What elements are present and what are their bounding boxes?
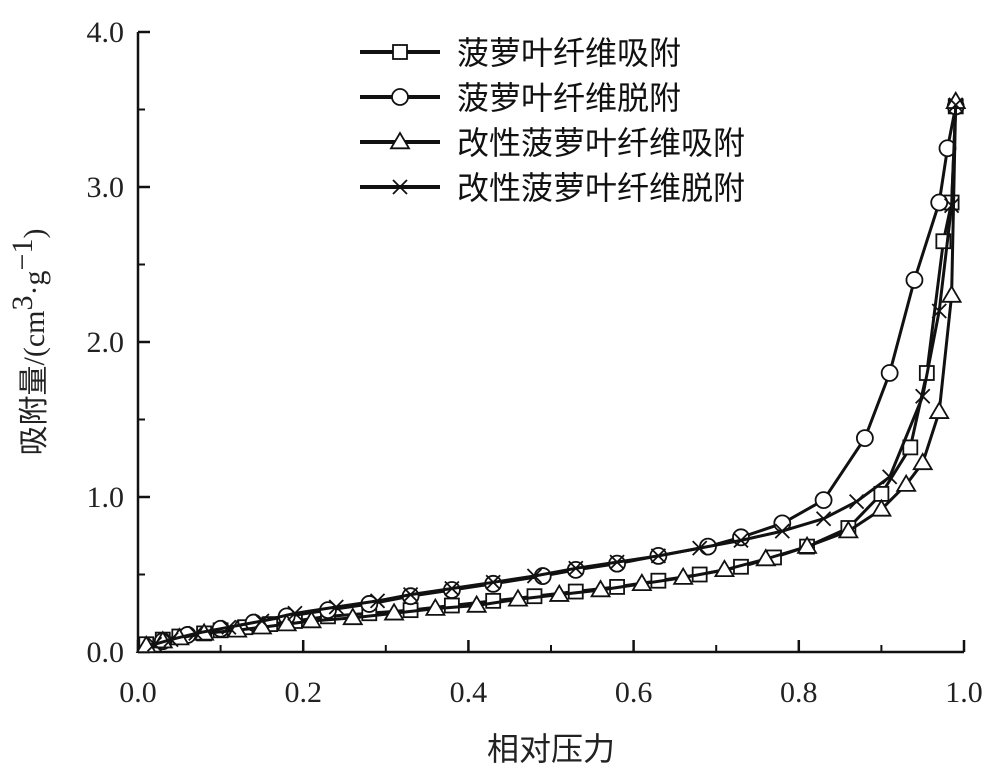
axis-ticks: 0.0 0.2 0.4 0.6 0.8 1.0 0.0 1.0 2.0 3.0 4.0 <box>87 16 983 709</box>
y-tick-label: 2.0 <box>87 326 125 359</box>
legend-marker <box>389 131 411 150</box>
data-point <box>931 303 947 319</box>
data-point <box>941 284 963 303</box>
data-point <box>369 593 386 609</box>
data-point <box>855 429 874 448</box>
data-point <box>254 613 270 629</box>
data-point <box>568 560 584 576</box>
data-point <box>631 573 653 591</box>
data-point <box>902 439 919 456</box>
data-point <box>226 619 248 638</box>
x-tick-label: 1.0 <box>945 676 983 709</box>
data-point <box>948 97 964 113</box>
x-axis-title: 相对压力 <box>487 730 615 768</box>
data-point <box>905 271 924 289</box>
data-point <box>870 498 892 517</box>
y-axis-title-unit-suffix: ) <box>18 229 51 239</box>
y-axis-title-unit-prefix: /(cm <box>18 310 51 365</box>
legend-marker <box>392 179 408 195</box>
data-point <box>402 587 419 603</box>
legend-entry: 改性菠萝叶纤维吸附 <box>360 124 745 162</box>
x-tick-label: 0.0 <box>119 676 157 709</box>
data-point <box>507 588 529 607</box>
legend-marker <box>391 88 409 106</box>
legend-label: 改性菠萝叶纤维脱附 <box>457 169 745 207</box>
data-point <box>912 452 934 471</box>
data-point <box>276 613 298 632</box>
legend-marker <box>392 44 408 60</box>
legend-entry: 菠萝叶纤维吸附 <box>360 34 681 72</box>
data-point <box>755 548 777 567</box>
x-tick-label: 0.2 <box>284 676 322 709</box>
x-tick-label: 0.4 <box>450 676 488 709</box>
data-point <box>930 193 949 212</box>
y-tick-label: 1.0 <box>87 481 125 514</box>
data-point <box>300 610 323 629</box>
data-point <box>713 559 736 578</box>
data-point <box>342 607 364 626</box>
data-point <box>895 473 917 492</box>
series-layer <box>135 90 967 653</box>
data-point <box>444 580 460 597</box>
data-point <box>815 511 832 527</box>
y-tick-label: 0.0 <box>87 636 125 669</box>
data-point <box>328 599 344 615</box>
y-tick-label: 4.0 <box>87 16 125 49</box>
data-point <box>609 554 625 570</box>
data-point <box>848 494 865 510</box>
data-point <box>221 619 237 635</box>
data-point <box>837 520 859 539</box>
data-point <box>146 636 163 652</box>
data-point <box>424 597 446 616</box>
data-point <box>383 602 405 621</box>
x-tick-label: 0.6 <box>615 676 653 709</box>
data-point <box>548 583 570 602</box>
series-3 <box>135 90 967 653</box>
data-point <box>287 605 303 621</box>
data-point <box>163 631 179 648</box>
data-point <box>692 540 708 556</box>
data-point <box>466 594 488 613</box>
data-point <box>928 400 950 419</box>
data-point <box>672 566 694 585</box>
data-point <box>774 523 790 539</box>
data-point <box>814 491 833 510</box>
legend-label: 菠萝叶纤维吸附 <box>457 34 681 72</box>
y-axis-title-unit-mid: ·g <box>18 270 51 295</box>
data-point <box>733 532 749 549</box>
y-tick-label: 3.0 <box>87 171 125 204</box>
data-point <box>880 364 899 382</box>
legend-entry: 改性菠萝叶纤维脱附 <box>360 169 745 207</box>
y-axis-title-unit-sup1: 3 <box>6 295 39 310</box>
series-4 <box>146 97 964 652</box>
legend-entry: 菠萝叶纤维脱附 <box>360 79 681 117</box>
data-point <box>882 469 898 485</box>
data-point <box>485 574 501 590</box>
data-point <box>915 388 931 404</box>
data-point <box>650 548 667 564</box>
data-point <box>796 535 818 554</box>
data-point <box>526 568 543 584</box>
x-tick-label: 0.8 <box>780 676 818 709</box>
legend-label: 改性菠萝叶纤维吸附 <box>457 124 745 162</box>
data-point <box>188 625 204 642</box>
data-point <box>943 197 960 214</box>
y-axis-title: 吸附量/(cm3·g−1) <box>6 229 52 456</box>
y-axis-title-main: 吸附量 <box>17 365 52 455</box>
data-point <box>589 579 612 598</box>
legend-label: 菠萝叶纤维脱附 <box>457 79 681 117</box>
y-axis-title-unit-sup2: −1 <box>6 239 39 271</box>
